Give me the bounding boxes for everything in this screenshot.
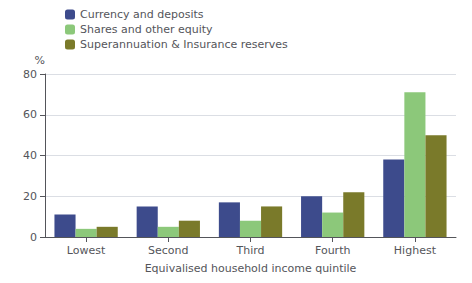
svg-text:Third: Third — [235, 244, 264, 257]
svg-text:0: 0 — [30, 231, 37, 244]
svg-text:40: 40 — [23, 149, 37, 162]
svg-text:80: 80 — [23, 68, 37, 81]
svg-text:%: % — [35, 54, 45, 67]
svg-text:Currency and deposits: Currency and deposits — [80, 8, 204, 21]
svg-text:Shares and other equity: Shares and other equity — [80, 23, 213, 36]
svg-text:Second: Second — [148, 244, 188, 257]
svg-text:Fourth: Fourth — [315, 244, 350, 257]
svg-text:60: 60 — [23, 108, 37, 121]
svg-text:Highest: Highest — [394, 244, 437, 257]
svg-text:20: 20 — [23, 190, 37, 203]
svg-text:Superannuation & Insurance res: Superannuation & Insurance reserves — [80, 38, 288, 51]
svg-text:Lowest: Lowest — [67, 244, 106, 257]
svg-text:Equivalised household income q: Equivalised household income quintile — [145, 262, 357, 275]
